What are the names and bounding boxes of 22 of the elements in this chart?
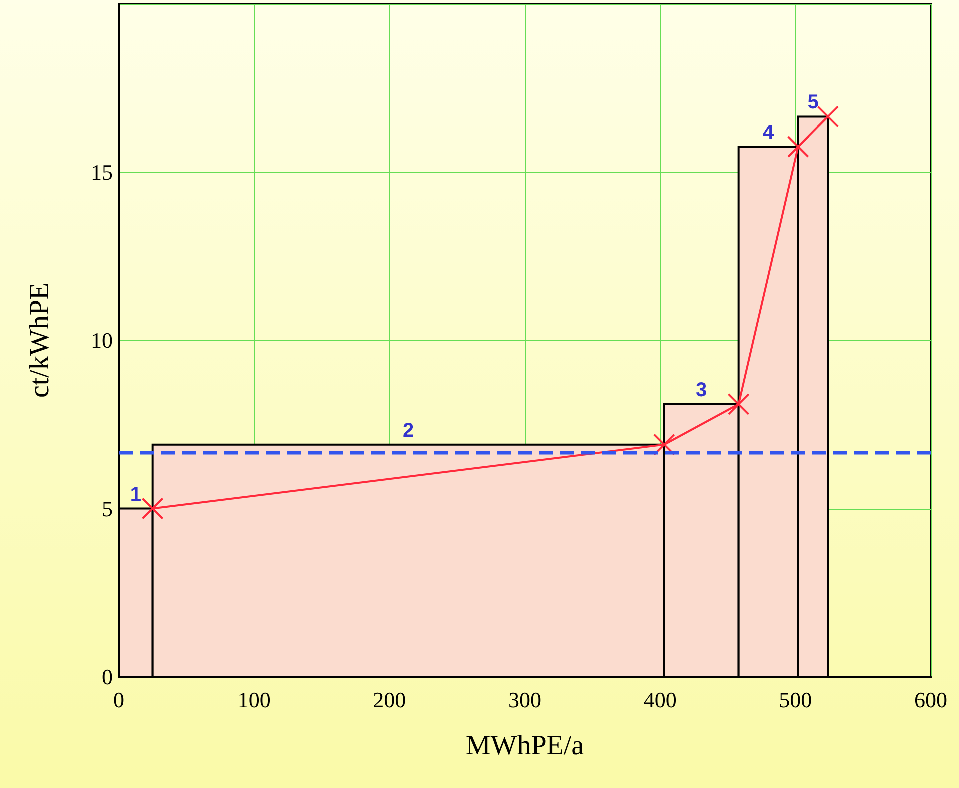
y-axis-title: ct/kWhPE (24, 282, 56, 398)
x-tick-label: 600 (914, 688, 948, 712)
annotation: 1 (130, 484, 142, 506)
annotation: 3 (696, 379, 708, 402)
y-tick-label: 10 (91, 328, 113, 353)
x-tick-label: 500 (779, 688, 812, 712)
annotation: 2 (403, 420, 414, 442)
y-tick-label: 15 (91, 160, 113, 185)
x-tick-label: 300 (508, 688, 542, 712)
point (787, 136, 810, 158)
y-tick-label: 5 (102, 496, 113, 522)
annotation: 5 (808, 92, 819, 114)
point (653, 434, 676, 456)
point (142, 498, 164, 520)
x-tick-label: 100 (238, 688, 271, 712)
y-tick-label: 0 (102, 664, 113, 690)
x-axis-title: MWhPE/a (466, 730, 585, 762)
annotation: 4 (763, 122, 776, 144)
x-tick-label: 200 (373, 688, 406, 712)
point (817, 106, 840, 128)
point (728, 393, 750, 416)
x-tick-label: 400 (644, 688, 677, 712)
